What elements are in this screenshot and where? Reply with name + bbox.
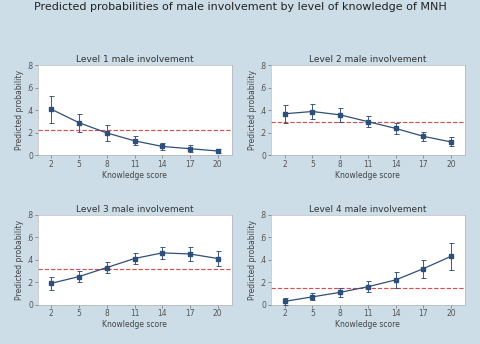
- X-axis label: Knowledge score: Knowledge score: [336, 320, 400, 329]
- Title: Level 4 male involvement: Level 4 male involvement: [309, 205, 427, 214]
- Y-axis label: Predicted probability: Predicted probability: [248, 219, 257, 300]
- X-axis label: Knowledge score: Knowledge score: [336, 171, 400, 180]
- Y-axis label: Predicted probability: Predicted probability: [248, 71, 257, 150]
- X-axis label: Knowledge score: Knowledge score: [102, 320, 167, 329]
- Y-axis label: Predicted probability: Predicted probability: [15, 219, 24, 300]
- X-axis label: Knowledge score: Knowledge score: [102, 171, 167, 180]
- Title: Level 3 male involvement: Level 3 male involvement: [76, 205, 193, 214]
- Title: Level 2 male involvement: Level 2 male involvement: [309, 55, 427, 64]
- Text: Predicted probabilities of male involvement by level of knowledge of MNH: Predicted probabilities of male involvem…: [34, 2, 446, 12]
- Y-axis label: Predicted probability: Predicted probability: [15, 71, 24, 150]
- Title: Level 1 male involvement: Level 1 male involvement: [76, 55, 193, 64]
